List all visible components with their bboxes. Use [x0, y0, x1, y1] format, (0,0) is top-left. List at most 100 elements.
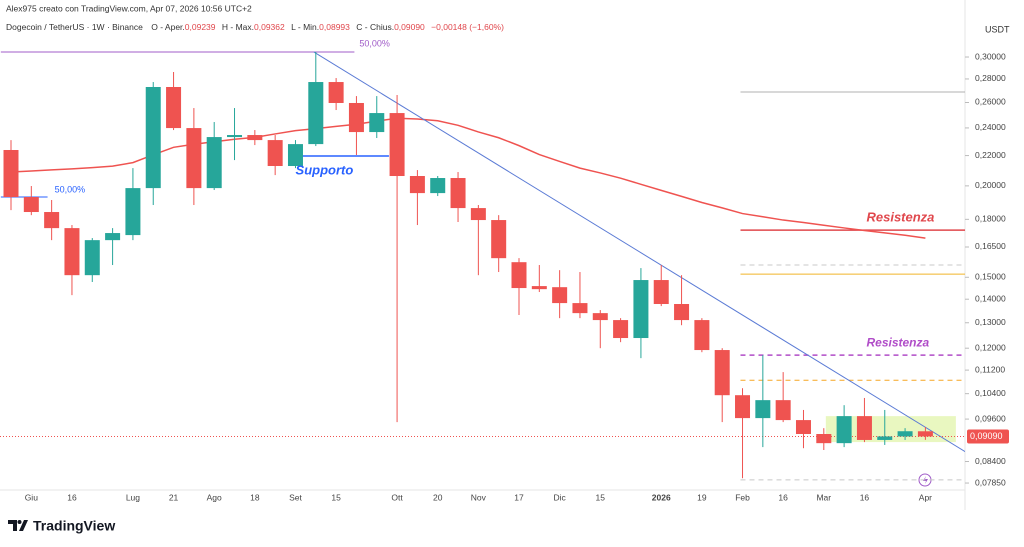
x-tick-label: 16	[67, 492, 77, 502]
candle-body	[491, 220, 507, 259]
price-tag-label: 0,09090	[970, 431, 1003, 441]
candle-body	[3, 149, 19, 198]
x-tick-label: Nov	[471, 492, 487, 502]
candle-body	[694, 320, 710, 351]
x-tick-label: 19	[697, 492, 707, 502]
candle-body	[369, 113, 385, 133]
low-label: L - Min.	[291, 22, 319, 32]
candle-body	[531, 286, 547, 290]
x-tick-label: 18	[250, 492, 260, 502]
level-label: Resistenza	[866, 335, 929, 349]
low-value: 0,08993	[319, 22, 350, 32]
candle-body	[348, 102, 364, 133]
logo-dot	[17, 520, 22, 524]
symbol: Dogecoin / TetherUS · 1W · Binance	[6, 22, 143, 32]
candle-body	[166, 86, 182, 129]
y-tick-label: 0,30000	[975, 51, 1006, 61]
logo-icon	[8, 520, 28, 531]
candle-body	[775, 400, 791, 421]
y-tick-label: 0,20000	[975, 180, 1006, 190]
y-tick-label: 0,07850	[975, 477, 1006, 487]
candle-body	[186, 128, 202, 189]
candle-body	[328, 82, 344, 103]
candle-body	[409, 176, 425, 194]
level-label: 50,00%	[359, 38, 390, 48]
candle-body	[572, 303, 588, 314]
x-tick-label: 15	[596, 492, 606, 502]
candle-body	[206, 137, 222, 189]
candle-body	[714, 350, 730, 396]
price-tag	[967, 429, 1009, 444]
x-tick-label: Apr	[919, 492, 932, 502]
level-label: Supporto	[296, 162, 354, 177]
candle-body	[836, 416, 852, 444]
y-tick-label: 0,24000	[975, 122, 1006, 132]
open-value: 0,09239	[185, 22, 216, 32]
y-tick-label: 0,08400	[975, 456, 1006, 466]
plot-area	[0, 51, 965, 481]
y-axis-label: USDT	[985, 24, 1010, 34]
credit: Alex975 creato con TradingView.com, Apr …	[6, 3, 252, 13]
candle-body	[592, 313, 608, 321]
candle-body	[816, 434, 832, 444]
y-tick-label: 0,10400	[975, 388, 1006, 398]
candle-body	[145, 86, 161, 189]
x-tick-label: Giu	[25, 492, 39, 502]
candle-body	[633, 280, 649, 339]
candle-body	[897, 431, 913, 437]
candle-body	[105, 233, 121, 241]
legend: Dogecoin / TetherUS · 1W · Binance O - A…	[6, 22, 504, 32]
x-tick-label: 21	[169, 492, 179, 502]
candle-body	[267, 140, 283, 167]
candle-body	[755, 400, 771, 419]
candle-body	[450, 178, 466, 209]
brand: TradingView	[33, 518, 115, 534]
candle-body	[308, 82, 324, 145]
moving-average	[10, 117, 926, 239]
x-tick-label: Dic	[553, 492, 566, 502]
close-label: C - Chius.	[356, 22, 394, 32]
x-tick-label: 16	[860, 492, 870, 502]
alert-bolt	[923, 476, 928, 484]
candle-body	[917, 431, 933, 437]
x-tick-label: Mar	[816, 492, 831, 502]
y-tick-label: 0,13000	[975, 317, 1006, 327]
x-tick-label: Set	[289, 492, 302, 502]
candle-body	[287, 144, 303, 167]
candle-body	[247, 135, 263, 141]
candle-body	[653, 280, 669, 305]
y-tick-label: 0,16500	[975, 241, 1006, 251]
candle-body	[674, 304, 690, 321]
x-tick-label: 2026	[652, 492, 671, 502]
candle-body	[470, 208, 486, 221]
high-value: 0,09362	[254, 22, 285, 32]
change: −0,00148 (−1,60%)	[431, 22, 504, 32]
candle-body	[877, 436, 893, 440]
candle-body	[856, 416, 872, 440]
y-tick-label: 0,28000	[975, 73, 1006, 83]
trend-line	[313, 51, 965, 453]
level-label: 50,00%	[55, 184, 86, 194]
candle-body	[735, 395, 751, 419]
y-tick-label: 0,09600	[975, 413, 1006, 423]
x-tick-label: Feb	[735, 492, 750, 502]
y-tick-label: 0,14000	[975, 293, 1006, 303]
y-tick-label: 0,11200	[975, 364, 1005, 374]
candle-body	[44, 212, 60, 229]
y-tick-label: 0,22000	[975, 150, 1006, 160]
candle-body	[430, 178, 446, 194]
brand-logo: TradingView	[8, 518, 115, 534]
y-tick-label: 0,18000	[975, 214, 1006, 224]
candle-body	[125, 188, 141, 236]
candle-body	[84, 240, 100, 276]
candle-body	[613, 320, 629, 339]
candle-body	[227, 135, 243, 138]
candle-body	[23, 197, 39, 213]
x-tick-label: 15	[331, 492, 341, 502]
high-label: H - Max.	[222, 22, 254, 32]
x-tick-label: 17	[514, 492, 524, 502]
candle-body	[511, 262, 527, 289]
candle-body	[552, 287, 568, 304]
open-label: O - Aper.	[151, 22, 185, 32]
